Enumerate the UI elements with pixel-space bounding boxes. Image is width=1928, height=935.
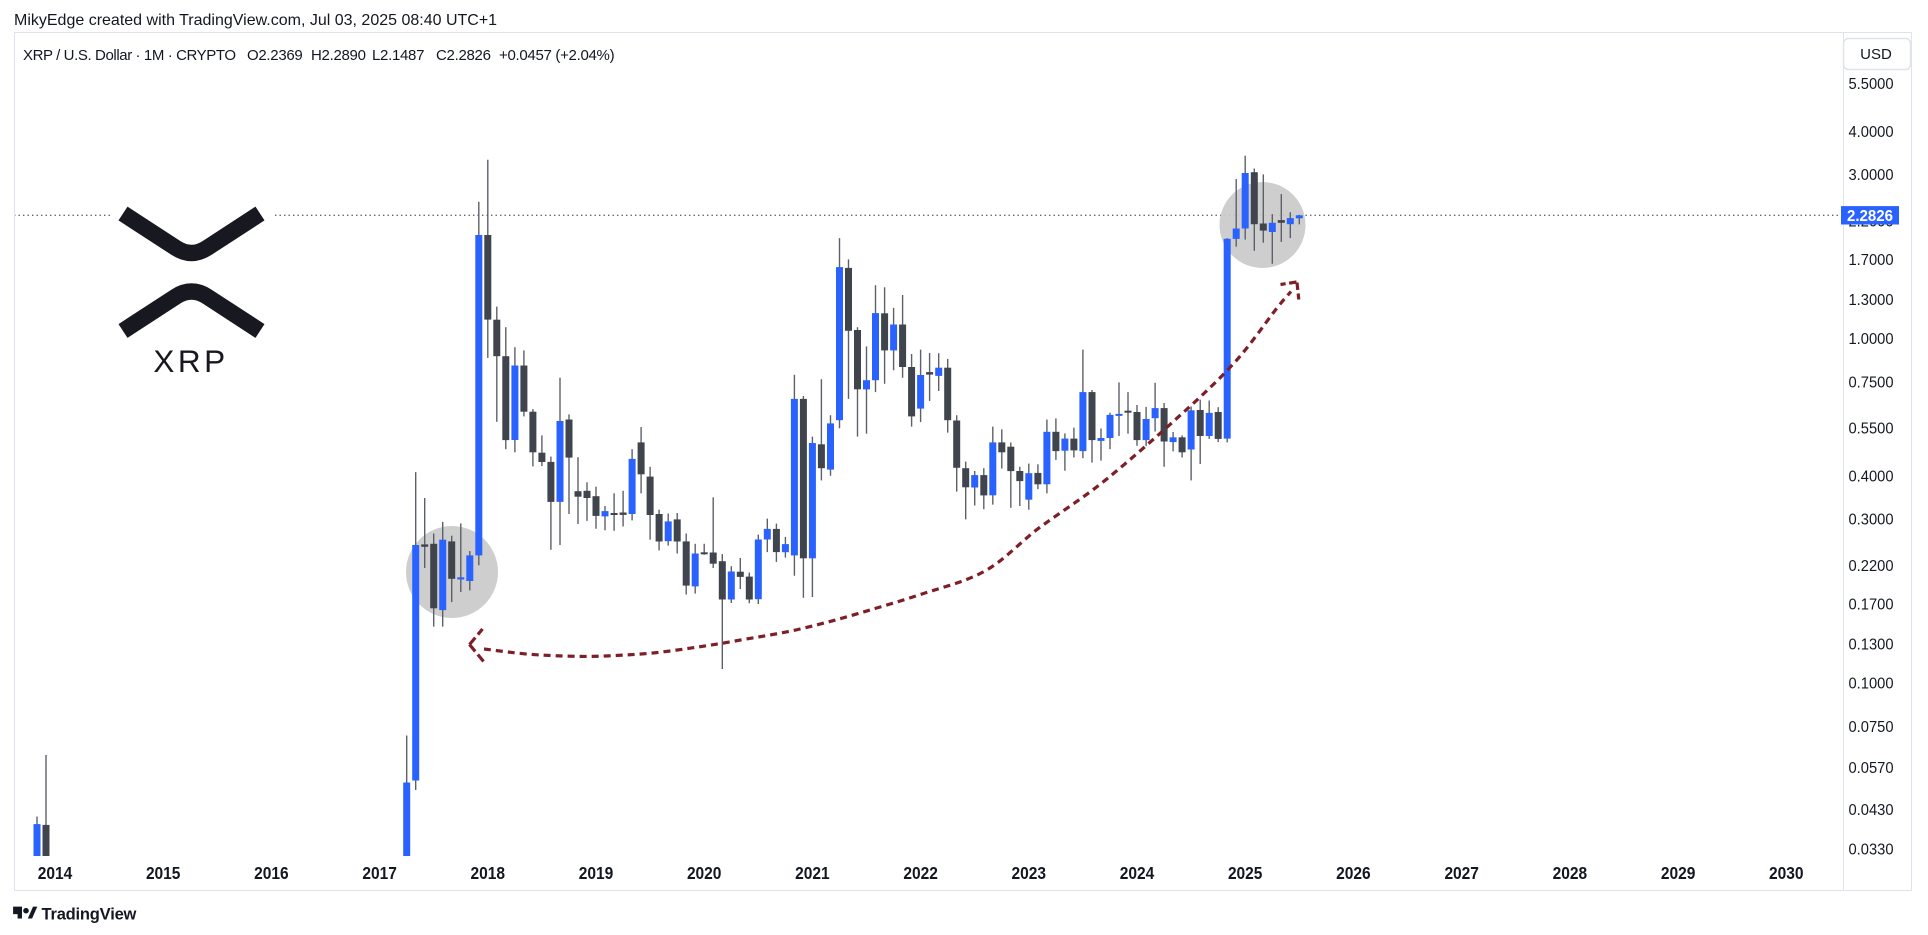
svg-text:2028: 2028 <box>1553 863 1588 883</box>
svg-text:0.2200: 0.2200 <box>1849 558 1894 575</box>
svg-text:0.0330: 0.0330 <box>1849 842 1894 859</box>
svg-text:2030: 2030 <box>1769 863 1804 883</box>
svg-text:XRP / U.S. Dollar · 1M · CRYPT: XRP / U.S. Dollar · 1M · CRYPTO <box>23 47 236 64</box>
svg-text:C2.2826: C2.2826 <box>436 47 491 64</box>
svg-text:2022: 2022 <box>903 863 938 883</box>
svg-text:+0.0457 (+2.04%): +0.0457 (+2.04%) <box>499 47 615 64</box>
svg-text:0.7500: 0.7500 <box>1849 374 1894 391</box>
svg-text:2014: 2014 <box>38 863 73 883</box>
svg-text:0.5500: 0.5500 <box>1849 421 1894 438</box>
svg-text:2016: 2016 <box>254 863 289 883</box>
svg-text:0.3000: 0.3000 <box>1849 511 1894 528</box>
svg-text:0.1700: 0.1700 <box>1849 596 1894 613</box>
svg-text:2021: 2021 <box>795 863 830 883</box>
svg-text:TradingView: TradingView <box>42 906 137 924</box>
svg-text:2025: 2025 <box>1228 863 1263 883</box>
svg-text:2019: 2019 <box>579 863 614 883</box>
svg-text:2.2826: 2.2826 <box>1847 208 1893 225</box>
svg-text:3.0000: 3.0000 <box>1849 167 1894 184</box>
svg-text:1.3000: 1.3000 <box>1849 292 1894 309</box>
svg-text:0.4000: 0.4000 <box>1849 468 1894 485</box>
svg-text:2027: 2027 <box>1444 863 1479 883</box>
svg-text:H2.2890: H2.2890 <box>311 47 366 64</box>
svg-text:4.0000: 4.0000 <box>1849 124 1894 141</box>
svg-text:2015: 2015 <box>146 863 181 883</box>
svg-text:MikyEdge created with TradingV: MikyEdge created with TradingView.com, J… <box>14 12 497 29</box>
svg-text:0.0750: 0.0750 <box>1849 719 1894 736</box>
svg-text:L2.1487: L2.1487 <box>372 47 424 64</box>
svg-text:5.5000: 5.5000 <box>1849 76 1894 93</box>
svg-text:2018: 2018 <box>471 863 506 883</box>
svg-text:0.1300: 0.1300 <box>1849 637 1894 654</box>
svg-text:0.0570: 0.0570 <box>1849 760 1894 777</box>
svg-text:0.1000: 0.1000 <box>1849 676 1894 693</box>
svg-text:XRP: XRP <box>153 343 228 379</box>
svg-text:2023: 2023 <box>1012 863 1047 883</box>
svg-text:O2.2369: O2.2369 <box>247 47 302 64</box>
svg-text:2020: 2020 <box>687 863 722 883</box>
svg-text:2017: 2017 <box>362 863 397 883</box>
svg-text:1.7000: 1.7000 <box>1849 252 1894 269</box>
svg-text:2026: 2026 <box>1336 863 1371 883</box>
svg-text:USD: USD <box>1860 46 1892 63</box>
svg-text:2024: 2024 <box>1120 863 1155 883</box>
svg-text:0.0430: 0.0430 <box>1849 802 1894 819</box>
svg-text:2029: 2029 <box>1661 863 1696 883</box>
svg-text:1.0000: 1.0000 <box>1849 331 1894 348</box>
